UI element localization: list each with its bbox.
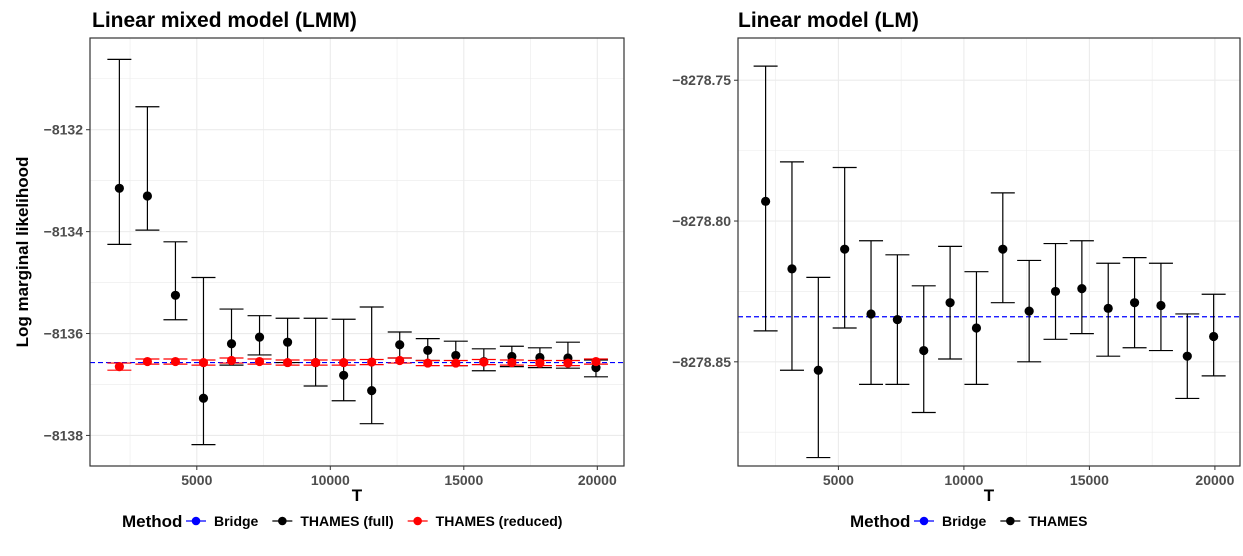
chart1-legend-swatch-point bbox=[1006, 516, 1015, 526]
chart0-series-1-point bbox=[507, 357, 517, 368]
chart1-series-0 bbox=[753, 65, 1226, 459]
chart0-legend-label: THAMES (full) bbox=[300, 513, 393, 529]
chart1-title: Linear model (LM) bbox=[738, 9, 919, 32]
chart0-y-tick-label: −8136 bbox=[44, 326, 84, 342]
chart0-series-1-point bbox=[479, 357, 489, 367]
chart0-series-1-point bbox=[395, 355, 405, 366]
chart0-y-tick-label: −8138 bbox=[44, 427, 84, 443]
chart0-series-1-point bbox=[254, 356, 265, 367]
chart0-x-tick-label: 20000 bbox=[578, 472, 617, 488]
chart1-series-0-point bbox=[1156, 300, 1166, 311]
chart1-series-0-point bbox=[1209, 331, 1219, 342]
chart1-y-tick-label: −8278.75 bbox=[672, 72, 731, 88]
chart1-legend-label: THAMES bbox=[1028, 513, 1087, 529]
chart0-legend-label: THAMES (reduced) bbox=[436, 513, 563, 529]
chart0-panel-border bbox=[89, 37, 625, 467]
chart1-legend-label: Bridge bbox=[942, 513, 987, 529]
chart1-x-tick-label: 15000 bbox=[1070, 472, 1109, 488]
chart0-series-1-point bbox=[339, 357, 349, 368]
chart0-plot-area bbox=[90, 38, 624, 466]
chart0-series-0-point bbox=[339, 370, 349, 380]
chart1-series-0-point bbox=[813, 365, 823, 375]
chart0-series-0-point bbox=[282, 337, 293, 347]
chart1-x-tick-label: 10000 bbox=[944, 472, 983, 488]
chart1-series-0-point bbox=[998, 244, 1008, 254]
chart1-plot-area bbox=[738, 38, 1240, 466]
chart0-y-tick-label: −8134 bbox=[44, 224, 84, 240]
chart0-series-1-point bbox=[170, 356, 181, 367]
chart0-series-1-point bbox=[114, 362, 124, 372]
chart0-series-1-point bbox=[311, 357, 321, 368]
chart1-series-0-point bbox=[892, 314, 902, 325]
chart0-series-0-point bbox=[451, 350, 461, 361]
chart1-series-0-point bbox=[971, 323, 982, 333]
chart0-series-0-point bbox=[367, 385, 377, 396]
chart0-series-0-point bbox=[114, 183, 124, 193]
chart0-series-0-point bbox=[423, 345, 433, 355]
chart0-series-0-errorbar bbox=[135, 106, 160, 231]
chart1-series-0-point bbox=[919, 345, 929, 356]
chart0-series-1-point bbox=[198, 357, 209, 368]
chart1-series-0-point bbox=[761, 196, 771, 206]
chart0-series-0 bbox=[107, 58, 608, 446]
chart0-series-0-errorbar bbox=[163, 241, 188, 321]
chart0-series-0-point bbox=[254, 332, 265, 342]
chart1-series-0-point bbox=[1129, 298, 1140, 308]
chart0-panel: 5000 10000 15000 20000 −8138 −8136 −8134 −8132 L… bbox=[13, 9, 625, 531]
chart1-series-0-point bbox=[1050, 286, 1061, 297]
chart1-series-0-point bbox=[1077, 284, 1087, 294]
chart1-series-0-point bbox=[840, 244, 850, 254]
chart0-x-tick-label: 15000 bbox=[444, 472, 483, 488]
chart0-series-1 bbox=[107, 355, 608, 372]
chart0-x-axis-label: T bbox=[352, 486, 363, 505]
chart0-series-1-point bbox=[451, 358, 461, 368]
chart0-series-0-point bbox=[142, 191, 153, 201]
chart1-series-0-point bbox=[1103, 303, 1113, 313]
chart0-series-0-point bbox=[170, 290, 181, 300]
chart1-legend: Method Bridge THAMES bbox=[850, 512, 1087, 531]
chart1-panel-border bbox=[737, 37, 1241, 467]
chart0-series-0-point bbox=[395, 340, 405, 350]
chart1-panel: 5000 10000 15000 20000 −8278.85 −8278.80 −8278… bbox=[672, 9, 1241, 531]
chart0-legend-swatch-point bbox=[278, 516, 287, 526]
chart0-series-1-point bbox=[423, 358, 433, 368]
chart0-legend: Method Bridge THAMES (full) THAMES (reduced… bbox=[122, 512, 562, 531]
chart0-y-axis-label: Log marginal likelihood bbox=[13, 157, 32, 348]
chart1-x-tick-label: 5000 bbox=[823, 472, 854, 488]
chart0-legend-swatch-point bbox=[413, 516, 422, 526]
chart0-series-1-point bbox=[535, 358, 545, 368]
chart1-series-0-point bbox=[1024, 306, 1034, 316]
chart0-series-1-point bbox=[282, 357, 293, 368]
chart0-series-0-errorbar bbox=[303, 317, 328, 387]
chart1-y-tick-label: −8278.80 bbox=[672, 213, 731, 229]
chart0-series-0-errorbar bbox=[107, 58, 132, 245]
chart1-x-tick-label: 20000 bbox=[1195, 472, 1234, 488]
chart0-grid bbox=[90, 38, 624, 466]
chart0-series-1-point bbox=[591, 356, 601, 367]
chart1-y-tick-label: −8278.85 bbox=[672, 354, 731, 370]
chart0-legend-label: Bridge bbox=[214, 513, 259, 529]
chart0-series-1-point bbox=[142, 356, 153, 367]
chart0-x-tick-label: 5000 bbox=[181, 472, 212, 488]
chart1-legend-swatch-point bbox=[919, 516, 929, 526]
chart0-series-0-point bbox=[226, 339, 237, 349]
chart0-series-1-point bbox=[563, 358, 573, 368]
chart0-series-0-point bbox=[198, 393, 209, 403]
chart0-legend-swatch-point bbox=[191, 516, 201, 526]
chart0-legend-title: Method bbox=[122, 512, 182, 531]
chart1-series-0-point bbox=[866, 309, 876, 319]
chart1-series-0-point bbox=[1182, 351, 1192, 361]
chart0-x-tick-label: 10000 bbox=[311, 472, 350, 488]
chart1-x-axis-label: T bbox=[984, 486, 995, 505]
chart1-series-0-point bbox=[945, 298, 955, 308]
chart0-series-1-point bbox=[367, 357, 377, 367]
chart1-grid bbox=[738, 38, 1240, 466]
chart0-title: Linear mixed model (LMM) bbox=[92, 9, 357, 32]
chart0-series-1-point bbox=[226, 355, 237, 366]
chart0-y-tick-label: −8132 bbox=[44, 122, 84, 138]
chart1-series-0-point bbox=[787, 264, 797, 274]
chart1-legend-title: Method bbox=[850, 512, 910, 531]
